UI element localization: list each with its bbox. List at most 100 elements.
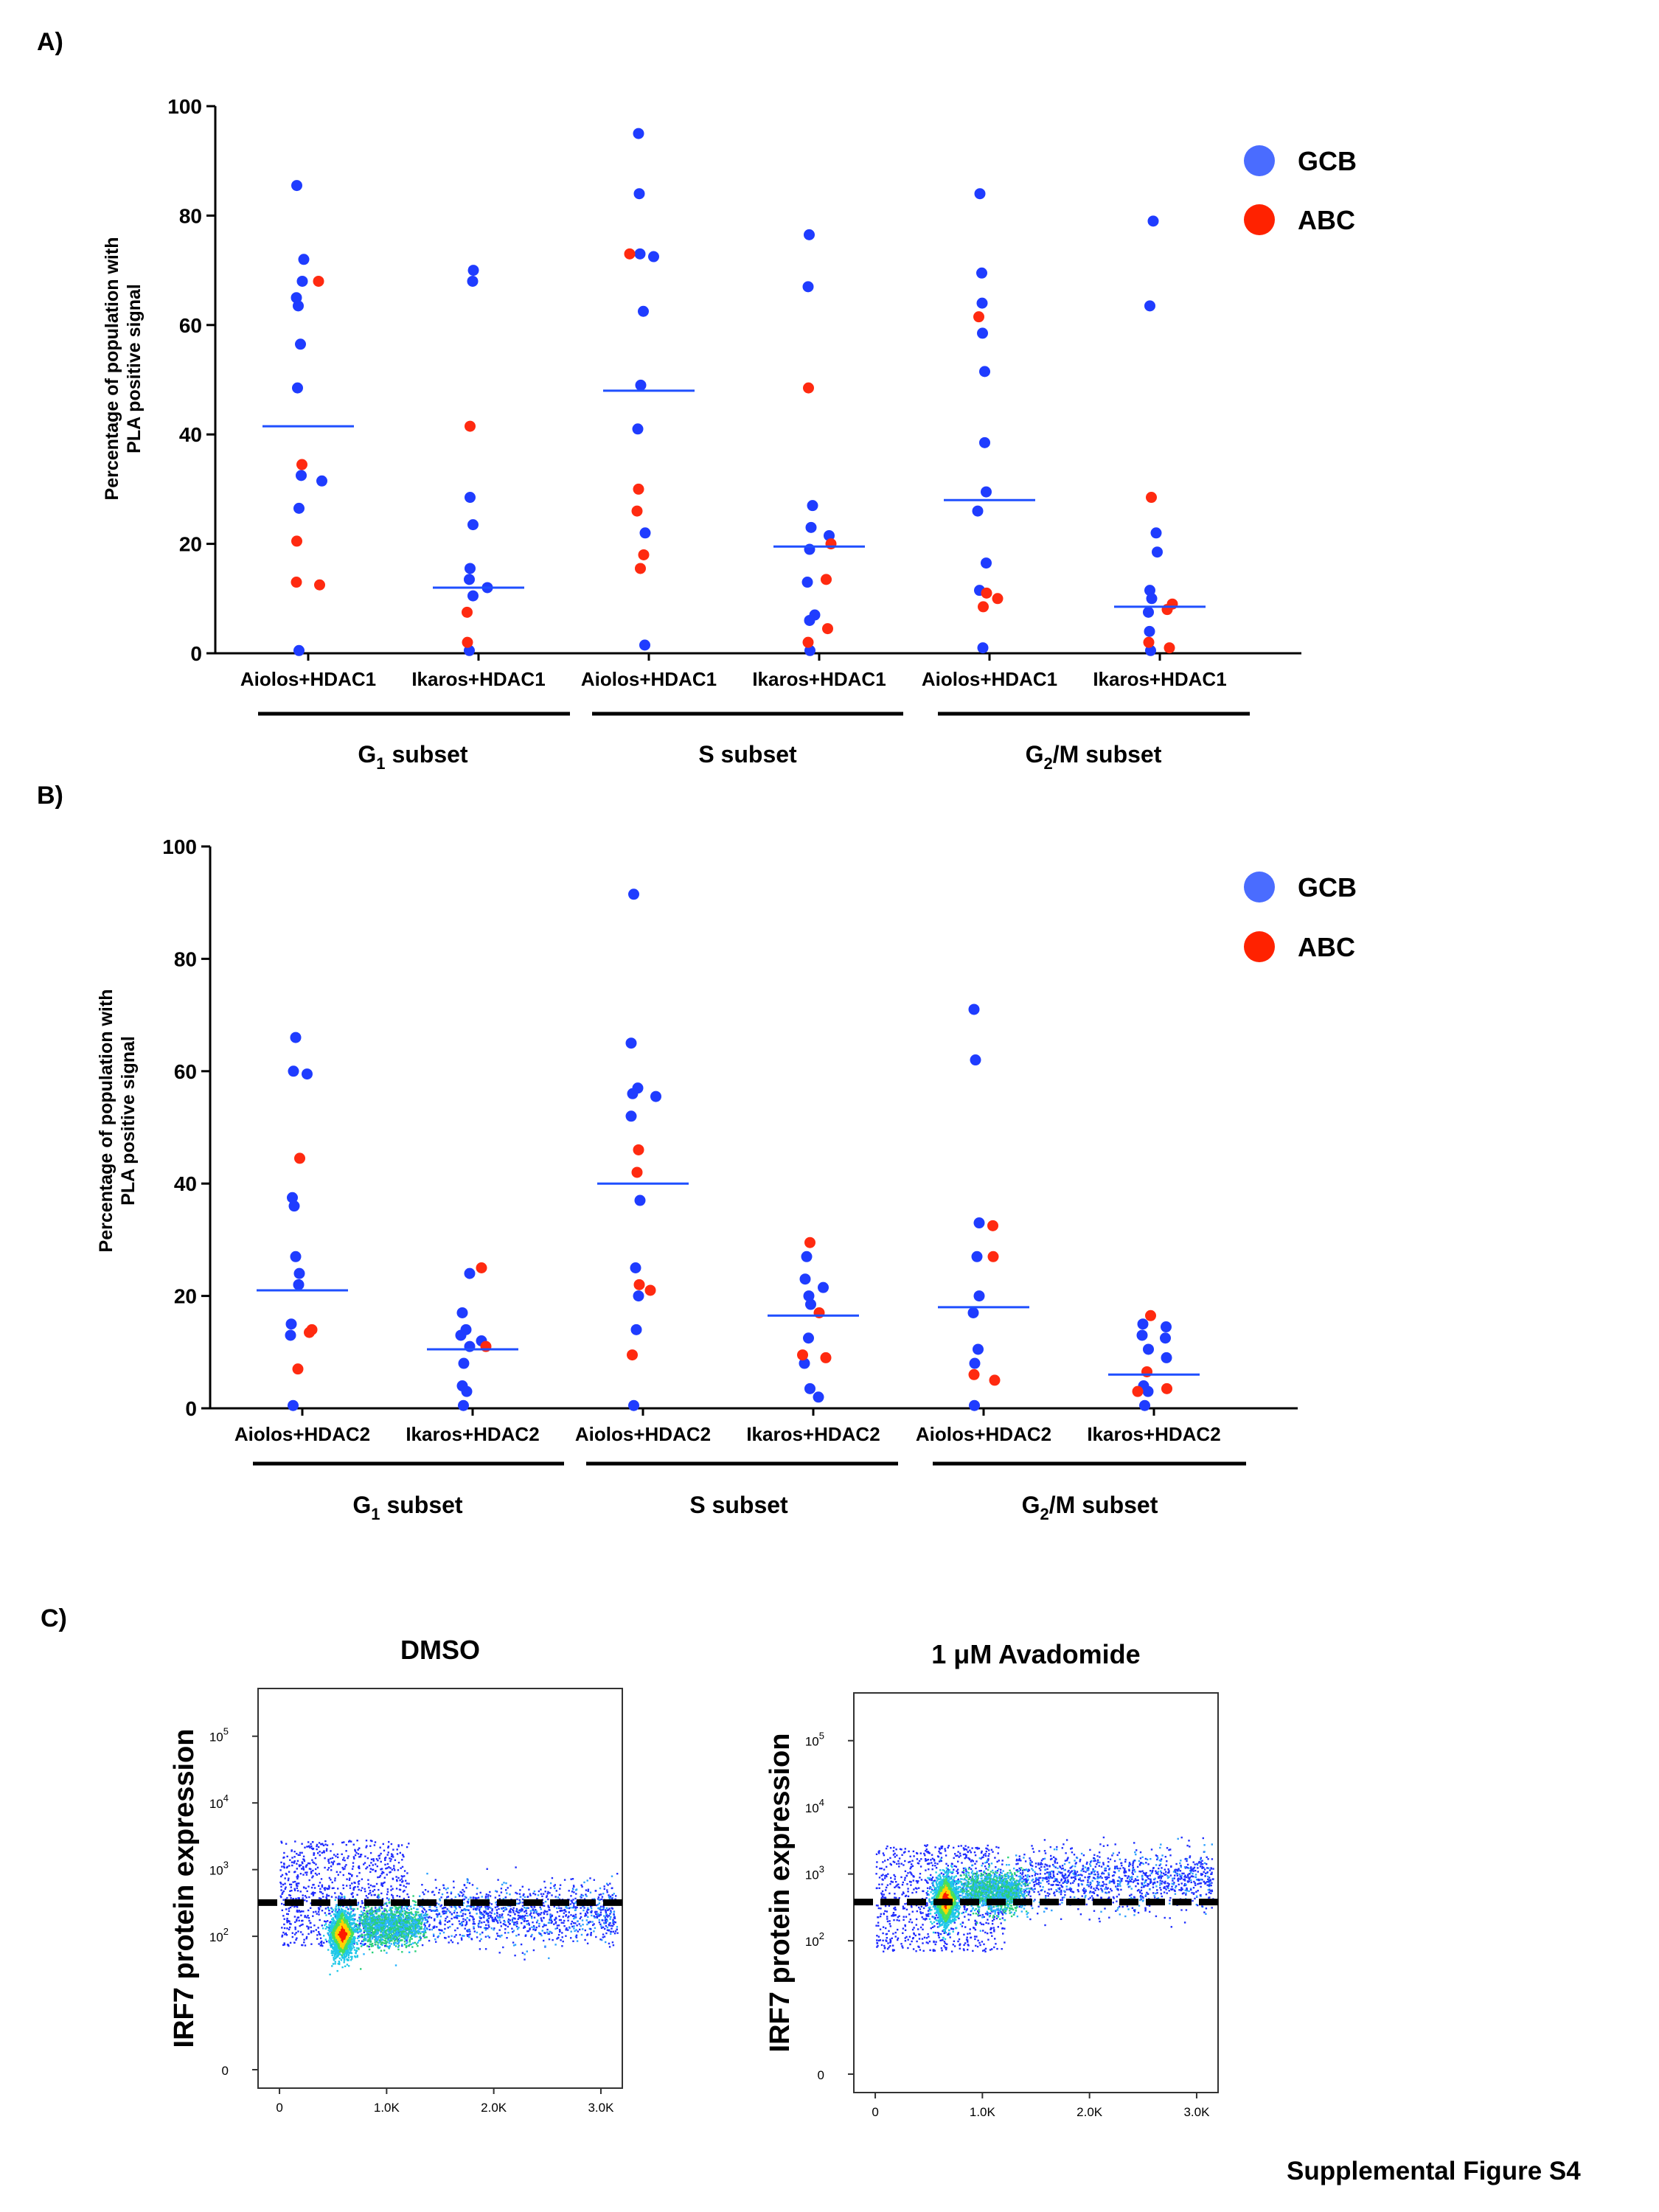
event-dot [381,1883,383,1886]
event-dot [411,1925,414,1927]
event-dot [493,1929,495,1931]
event-dot [374,1916,376,1919]
event-dot [498,1929,501,1931]
event-dot [389,1929,391,1931]
event-dot [294,1880,296,1883]
event-dot [507,1887,509,1889]
event-dot [395,1933,397,1935]
event-dot [532,1908,535,1910]
event-dot [411,1916,414,1919]
event-dot [364,1934,366,1936]
event-dot [400,1935,403,1938]
event-dot [315,1910,317,1913]
event-dot [341,1866,344,1869]
event-dot [369,1929,372,1931]
event-dot [586,1908,589,1911]
abc-point [978,601,989,613]
event-dot [325,1898,328,1900]
event-dot [610,1911,612,1913]
event-dot [342,1951,344,1953]
abc-point [1161,1382,1172,1394]
event-dot [568,1915,570,1918]
event-dot [419,1905,421,1907]
gcb-point [977,327,988,339]
event-dot [299,1864,302,1866]
event-dot [443,1887,445,1889]
event-dot [307,1917,310,1919]
event-dot [352,1910,355,1912]
event-dot [602,1926,605,1929]
event-dot [459,1911,462,1913]
event-dot [487,1920,490,1922]
event-dot [389,1920,392,1923]
event-dot [389,1860,392,1863]
abc-point [638,549,650,560]
event-dot [499,1935,501,1938]
event-dot [370,1858,373,1860]
event-dot [324,1840,327,1843]
event-dot [477,1924,479,1927]
event-dot [319,1882,321,1884]
event-dot [366,1930,368,1932]
gcb-point [969,1399,980,1411]
event-dot [354,1850,357,1852]
event-dot [353,1947,355,1949]
event-dot [451,1898,453,1900]
event-dot [571,1878,574,1880]
event-dot [484,1896,487,1899]
event-dot [406,1935,408,1938]
event-dot [606,1882,608,1885]
event-dot [344,1944,347,1947]
event-dot [439,1933,442,1935]
event-dot [354,1918,356,1921]
event-dot [520,1943,523,1946]
event-dot [395,1922,398,1925]
event-dot [540,1893,543,1895]
event-dot [573,1885,575,1888]
event-dot [535,1926,538,1929]
event-dot [524,1934,527,1937]
event-dot [374,1921,376,1923]
event-dot [523,1893,525,1896]
event-dot [403,1923,406,1926]
event-dot [365,1840,368,1842]
event-dot [462,1909,464,1912]
event-dot [405,1930,407,1933]
event-dot [360,1942,362,1944]
event-dot [560,1919,562,1921]
event-dot [576,1924,578,1927]
event-dot [422,1917,425,1919]
event-dot [532,1928,535,1931]
event-dot [426,1928,428,1930]
event-dot [542,1893,545,1895]
event-dot [595,1913,597,1916]
event-dot [602,1908,604,1911]
event-dot [442,1910,444,1913]
event-dot [378,1929,380,1931]
y-tick-label: 100 [162,835,197,858]
event-dot [566,1907,568,1909]
event-dot [361,1887,364,1889]
event-dot [459,1894,461,1897]
event-dot [490,1927,493,1930]
event-dot [611,1927,613,1930]
event-dot [516,1928,519,1930]
event-dot [314,1892,316,1894]
event-dot [346,1878,348,1880]
event-dot [468,1882,471,1885]
event-dot [342,1905,344,1907]
event-dot [359,1930,361,1932]
event-dot [358,1948,360,1950]
event-dot [502,1898,504,1900]
event-dot [593,1923,595,1925]
event-dot [358,1847,361,1849]
event-dot [453,1935,456,1938]
event-dot [378,1908,380,1911]
event-dot [375,1938,378,1940]
panel-a-plot: Percentage of population with PLA positi… [102,95,1357,773]
event-dot [406,1915,408,1917]
event-dot [386,1863,389,1865]
event-dot [416,1921,419,1924]
gcb-point [295,338,306,350]
event-dot [378,1946,381,1949]
